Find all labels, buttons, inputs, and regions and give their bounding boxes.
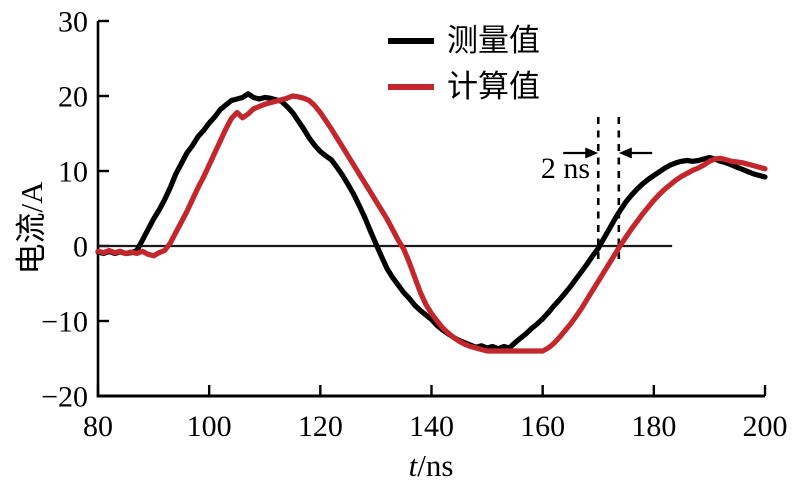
x-tick-label: 100 bbox=[187, 410, 232, 443]
x-axis-unit: /ns bbox=[417, 448, 454, 483]
x-axis-variable: t bbox=[408, 448, 418, 483]
calculated-curve bbox=[95, 93, 768, 354]
right-pointing-arrowhead-icon bbox=[585, 147, 599, 159]
legend-item-calculated: 计算值 bbox=[388, 70, 540, 103]
measured-line-swatch bbox=[388, 37, 434, 44]
legend-item-measured: 测量值 bbox=[388, 24, 540, 57]
legend-label-measured: 测量值 bbox=[447, 23, 540, 58]
left-pointing-arrowhead-icon bbox=[618, 147, 632, 159]
legend-label-calculated: 计算值 bbox=[447, 69, 540, 104]
x-axis-label: t/ns bbox=[351, 448, 511, 484]
time-gap-annotation-label: 2 ns bbox=[540, 152, 590, 185]
x-tick-label: 200 bbox=[743, 410, 788, 443]
y-tick-label: 20 bbox=[58, 81, 88, 114]
x-tick-label: 120 bbox=[298, 410, 343, 443]
x-tick-label: 180 bbox=[631, 410, 676, 443]
y-axis-label: 电流/A bbox=[14, 181, 49, 275]
x-tick-label: 160 bbox=[520, 410, 565, 443]
measured-curve bbox=[95, 91, 768, 352]
y-tick-label: −20 bbox=[41, 381, 88, 414]
legend: 测量值 计算值 bbox=[388, 24, 540, 116]
y-tick-label: 0 bbox=[73, 231, 88, 264]
y-tick-label: 10 bbox=[58, 156, 88, 189]
y-tick-label: −10 bbox=[41, 306, 88, 339]
x-tick-label: 80 bbox=[83, 410, 113, 443]
x-tick-label: 140 bbox=[409, 410, 454, 443]
calculated-line-swatch bbox=[388, 83, 434, 90]
y-tick-label: 30 bbox=[58, 6, 88, 39]
